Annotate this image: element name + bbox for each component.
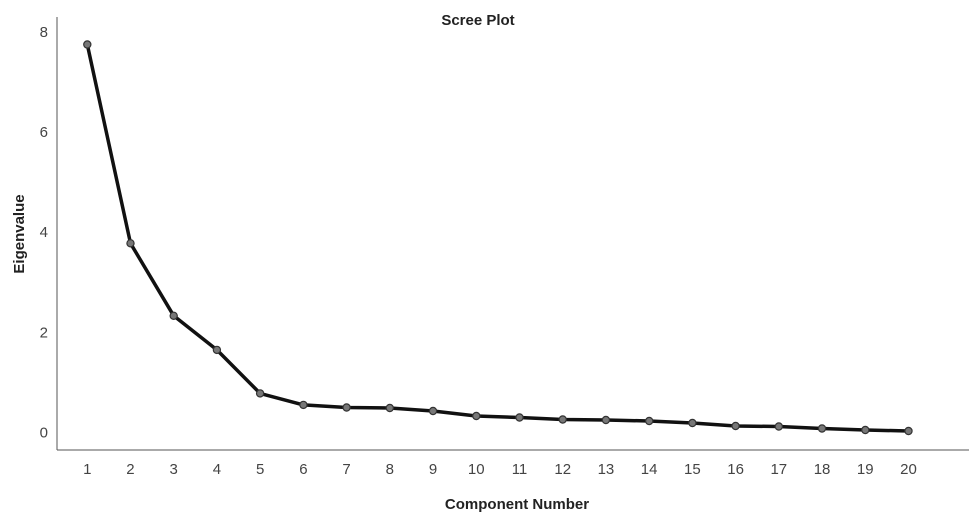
data-point-9: [428, 406, 438, 416]
x-tick-label: 20: [900, 461, 917, 478]
data-point-12: [558, 415, 567, 424]
x-tick-label: 13: [598, 461, 615, 478]
data-point-10: [472, 411, 481, 421]
y-tick-label: 6: [40, 124, 48, 141]
x-tick-label: 17: [770, 461, 787, 478]
data-point-6: [299, 400, 308, 410]
y-tick-label: 8: [40, 24, 48, 41]
data-point-14: [645, 416, 654, 426]
x-tick-labels: 1 2 3 4 5 6 7 8 9 10 11 12 13 14 15 16 17 18 19 20: [83, 461, 917, 478]
x-tick-label: 12: [554, 461, 571, 478]
data-point-5: [255, 389, 265, 398]
x-tick-label: 4: [213, 461, 221, 478]
x-tick-label: 8: [386, 461, 394, 478]
y-tick-label: 4: [40, 224, 48, 241]
x-tick-label: 14: [641, 461, 658, 478]
x-tick-label: 16: [727, 461, 744, 478]
data-point-4: [212, 345, 222, 355]
x-axis-title: Component Number: [445, 496, 589, 513]
x-tick-label: 7: [342, 461, 350, 478]
data-points: [83, 40, 913, 436]
y-tick-label: 0: [40, 424, 48, 441]
chart-title: Scree Plot: [441, 12, 514, 29]
x-tick-label: 1: [83, 461, 91, 478]
x-tick-label: 15: [684, 461, 701, 478]
data-point-19: [861, 425, 870, 435]
y-tick-labels: 0 2 4 6 8: [40, 24, 48, 441]
data-point-1: [83, 40, 92, 49]
x-tick-label: 3: [170, 461, 178, 478]
y-axis-title: Eigenvalue: [11, 194, 28, 273]
data-point-13: [601, 415, 611, 425]
y-tick-label: 2: [40, 324, 48, 341]
data-point-15: [688, 418, 697, 428]
data-point-7: [342, 403, 351, 412]
x-tick-label: 6: [299, 461, 307, 478]
data-point-11: [515, 413, 524, 422]
series-line: [85, 42, 911, 433]
x-tick-label: 10: [468, 461, 485, 478]
x-tick-label: 2: [126, 461, 134, 478]
x-tick-label: 18: [814, 461, 831, 478]
data-point-18: [817, 424, 827, 433]
data-point-3: [169, 311, 178, 320]
data-point-8: [385, 403, 394, 413]
data-point-17: [774, 422, 784, 431]
x-tick-label: 19: [857, 461, 874, 478]
x-tick-label: 9: [429, 461, 437, 478]
x-tick-label: 11: [512, 461, 528, 478]
data-point-16: [731, 421, 740, 431]
x-tick-label: 5: [256, 461, 264, 478]
data-point-20: [904, 426, 913, 436]
series-layer: [85, 42, 911, 433]
data-point-2: [126, 239, 135, 248]
